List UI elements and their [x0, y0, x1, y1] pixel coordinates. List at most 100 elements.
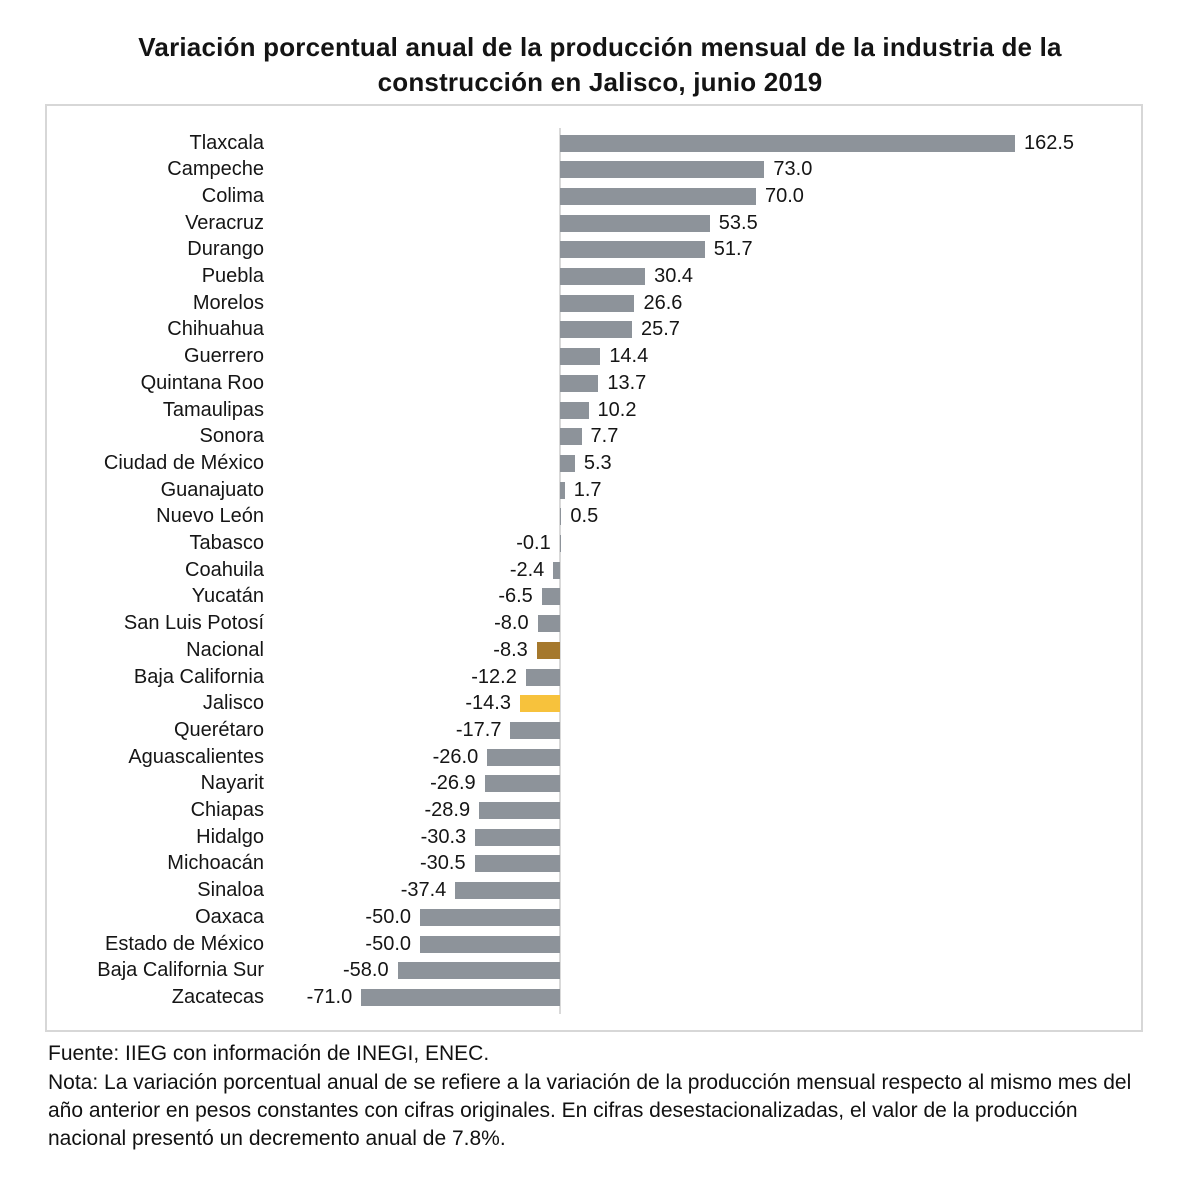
bar [560, 187, 756, 205]
bar [474, 855, 560, 873]
value-label: 14.4 [609, 345, 649, 368]
category-label: Puebla [201, 265, 264, 287]
bar [361, 988, 560, 1006]
category-label: Estado de México [105, 932, 264, 955]
value-label: -8.3 [493, 638, 528, 661]
bar [525, 668, 560, 686]
value-label: 5.3 [583, 451, 612, 474]
bar [560, 268, 646, 285]
category-label: Zacatecas [171, 985, 264, 1008]
bar [560, 428, 582, 446]
footnotes: Fuente: IIEG con información de INEGI, E… [48, 1040, 1154, 1153]
value-label: 26.6 [643, 291, 683, 314]
category-label: Nacional [186, 638, 264, 661]
bar [479, 802, 560, 819]
bar [420, 908, 560, 926]
bar [541, 588, 560, 606]
zero-axis-line [559, 128, 561, 1014]
category-label: Sinaloa [197, 879, 264, 902]
category-label: Hidalgo [196, 825, 264, 848]
bar [536, 641, 560, 659]
category-label: Baja California Sur [97, 959, 264, 982]
category-label: Aguascalientes [128, 745, 264, 768]
bar [420, 935, 560, 953]
bar [560, 214, 710, 232]
category-label: Tlaxcala [189, 131, 264, 154]
bar [519, 695, 560, 713]
bar [475, 828, 560, 846]
category-label: Yucatán [191, 585, 264, 608]
value-label: -30.5 [420, 852, 466, 875]
category-label: Campeche [167, 158, 264, 181]
category-label: Nuevo León [156, 505, 264, 528]
category-label: Sonora [199, 425, 265, 448]
category-label: Ciudad de México [103, 451, 264, 474]
bar [560, 454, 575, 472]
value-label: 10.2 [597, 398, 637, 421]
value-label: 13.7 [607, 371, 647, 394]
category-label: Tamaulipas [162, 398, 264, 421]
bar [510, 721, 560, 739]
value-label: -30.3 [420, 825, 467, 848]
value-label: -28.9 [424, 799, 471, 821]
bar [560, 348, 601, 366]
bar [560, 321, 632, 339]
category-label: Coahuila [185, 558, 264, 581]
category-label: Nayarit [200, 772, 264, 795]
value-label: 1.7 [573, 478, 602, 501]
category-label: Morelos [192, 291, 264, 314]
category-label: Jalisco [202, 692, 264, 715]
value-label: -26.0 [432, 745, 479, 768]
value-label: 70.0 [765, 184, 804, 207]
value-label: 51.7 [713, 238, 753, 261]
value-label: -50.0 [365, 905, 411, 928]
bar [397, 962, 560, 980]
bar [455, 882, 560, 900]
value-label: -6.5 [498, 585, 533, 608]
value-label: 30.4 [654, 265, 694, 287]
bar [560, 134, 1015, 152]
category-label: Tabasco [189, 532, 265, 554]
value-label: -17.7 [455, 718, 502, 741]
bar [484, 775, 560, 793]
bar [560, 508, 562, 526]
bar [560, 294, 635, 312]
category-label: Baja California [133, 665, 264, 688]
value-label: -37.4 [400, 879, 447, 902]
value-label: 7.7 [590, 425, 619, 448]
value-label: -2.4 [509, 558, 545, 581]
bar [560, 481, 565, 499]
category-label: Veracruz [185, 211, 264, 234]
bar [537, 615, 560, 633]
value-label: -0.1 [516, 532, 551, 554]
category-label: Guerrero [183, 345, 264, 368]
methodology-note: Nota: La variación porcentual anual de s… [48, 1071, 1132, 1150]
category-label: Michoacán [167, 852, 264, 875]
bar [560, 401, 589, 419]
value-label: -26.9 [430, 772, 476, 795]
bar [487, 748, 560, 766]
chart-title: Variación porcentual anual de la producc… [138, 32, 1062, 98]
bar [560, 161, 765, 179]
category-label: Quintana Roo [140, 371, 264, 394]
value-label: -71.0 [306, 985, 353, 1008]
category-label: Querétaro [173, 718, 264, 741]
category-label: Colima [201, 184, 264, 207]
category-label: Guanajuato [160, 478, 264, 501]
category-label: San Luis Potosí [123, 612, 264, 635]
category-label: Durango [187, 238, 264, 261]
category-label: Chihuahua [167, 318, 264, 341]
value-label: -58.0 [343, 959, 389, 982]
value-label: -14.3 [465, 692, 511, 715]
value-label: -12.2 [471, 665, 517, 688]
value-label: -50.0 [365, 932, 411, 955]
value-label: 162.5 [1024, 131, 1075, 154]
value-label: 53.5 [718, 211, 758, 234]
value-label: 0.5 [570, 505, 599, 528]
bar [560, 241, 705, 259]
value-label: 73.0 [773, 158, 813, 181]
category-label: Chiapas [190, 799, 264, 821]
value-label: -8.0 [494, 612, 529, 635]
bar [553, 561, 560, 579]
